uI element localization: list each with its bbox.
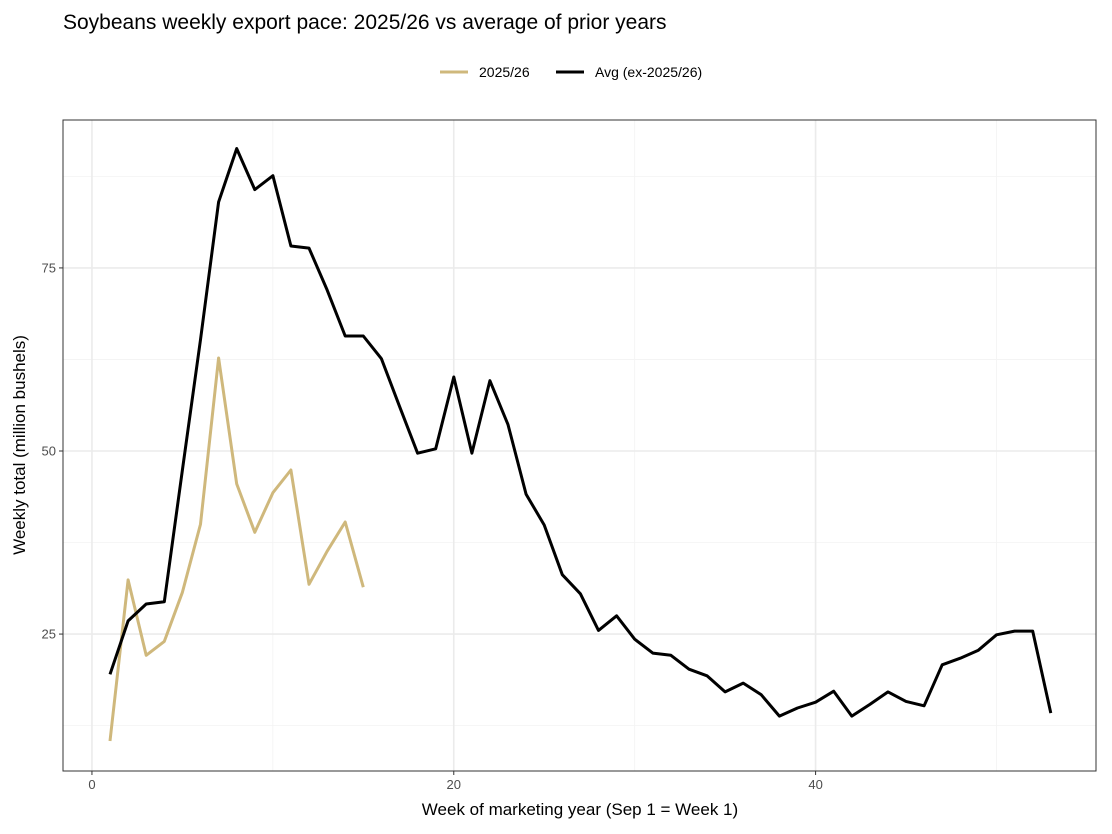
- plot-panel-border: [62, 119, 1097, 772]
- chart-title: Soybeans weekly export pace: 2025/26 vs …: [63, 11, 667, 34]
- legend-label-avg: Avg (ex-2025/26): [595, 64, 702, 80]
- series-lines: [108, 147, 1053, 742]
- gridlines: [63, 120, 1096, 771]
- series-line-2025-26: [108, 356, 365, 742]
- x-axis-label: Week of marketing year (Sep 1 = Week 1): [422, 800, 738, 819]
- x-tick-label: 0: [88, 777, 95, 792]
- y-axis-label: Weekly total (million bushels): [10, 335, 29, 555]
- series-line-avg: [108, 147, 1053, 718]
- x-tick-label: 40: [808, 777, 822, 792]
- x-tick-label: 20: [447, 777, 461, 792]
- axis-ticks: 0 20 40 25 50 75: [42, 260, 823, 792]
- y-tick-label: 75: [42, 260, 56, 275]
- y-tick-label: 25: [42, 627, 56, 642]
- legend: 2025/26 Avg (ex-2025/26): [440, 64, 702, 80]
- legend-label-2025-26: 2025/26: [479, 64, 530, 80]
- y-tick-label: 50: [42, 443, 56, 458]
